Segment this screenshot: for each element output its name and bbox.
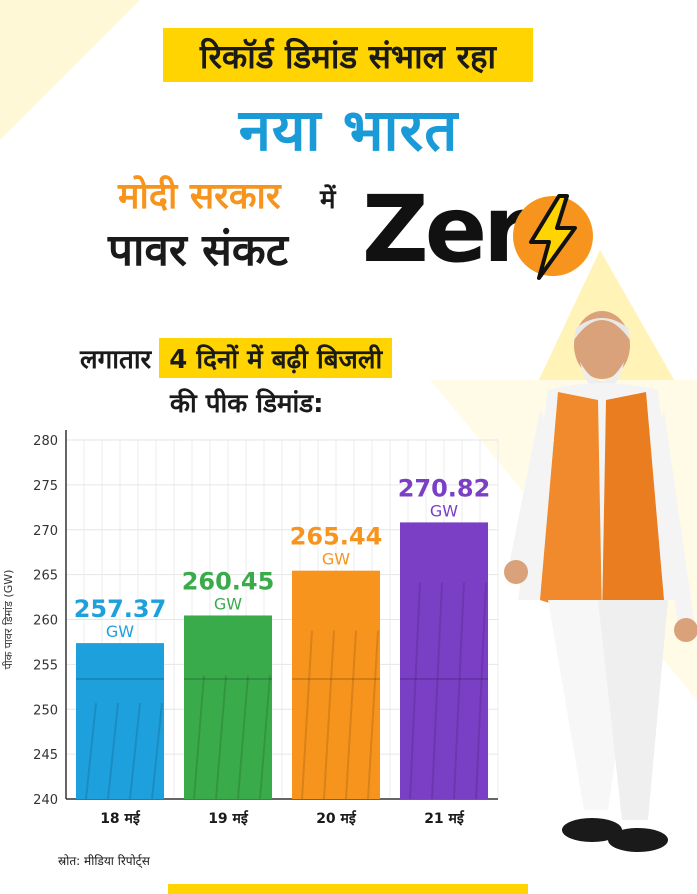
headline-modi: मोदी सरकार [118, 176, 281, 217]
subtitle-line2: की पीक डिमांड: [170, 389, 324, 419]
bar-texture [151, 703, 163, 800]
data-label: 260.45 [182, 567, 275, 595]
subtitle-prefix: लगातार [80, 345, 152, 375]
header-banner: रिकॉर्ड डिमांड संभाल रहा [163, 28, 533, 82]
data-label: 257.37 [74, 595, 167, 623]
bar-texture [259, 675, 271, 800]
bar-texture [129, 703, 141, 800]
bar-texture [215, 675, 227, 800]
headline-mein: में [320, 185, 336, 215]
headline-zero: Zer [362, 176, 528, 283]
y-tick-label: 260 [33, 614, 58, 629]
y-tick-label: 240 [33, 793, 58, 808]
data-label: 270.82 [398, 474, 491, 502]
y-tick-label: 280 [33, 434, 58, 449]
y-tick-label: 270 [33, 524, 58, 539]
headline-pawar: पावर संकट [108, 225, 288, 276]
y-tick-label: 275 [33, 479, 58, 494]
bar-texture [475, 582, 487, 800]
source-note: स्रोत: मीडिया रिपोर्ट्स [58, 854, 150, 868]
bar-texture [345, 630, 357, 800]
x-tick-label: 21 मई [424, 810, 465, 827]
bar-texture [367, 630, 379, 800]
y-tick-label: 255 [33, 658, 58, 673]
person-figure [504, 311, 697, 852]
bottom-bar [168, 884, 528, 894]
data-unit-label: GW [430, 501, 458, 520]
data-unit-label: GW [214, 594, 242, 613]
y-tick-label: 250 [33, 703, 58, 718]
bar-texture [409, 582, 421, 800]
bar-texture [107, 703, 119, 800]
lightning-bolt-icon [505, 188, 601, 284]
bar [292, 570, 380, 799]
bar [184, 615, 272, 799]
y-tick-label: 245 [33, 748, 58, 763]
bar-texture [85, 703, 97, 800]
bar-chart: 240 245 250 255 260 265 270 275 280 पीक पावर डिमा… [2, 430, 499, 827]
data-unit-label: GW [322, 550, 350, 569]
subtitle-line1: लगातार 4 दिनों में बढ़ी बिजली [80, 338, 393, 378]
bar-texture [323, 630, 335, 800]
y-axis-label: पीक पावर डिमांड (GW) [2, 570, 15, 670]
data-label: 265.44 [290, 523, 383, 551]
bar-texture [453, 582, 465, 800]
subtitle-highlight: 4 दिनों में बढ़ी बिजली [159, 338, 393, 378]
data-unit-label: GW [106, 622, 134, 641]
x-tick-label: 19 मई [208, 810, 249, 827]
bar-texture [193, 675, 205, 800]
bar-texture [301, 630, 313, 800]
bar-texture [237, 675, 249, 800]
bar [76, 643, 164, 799]
x-tick-label: 20 मई [316, 810, 357, 827]
page-title: नया भारत [238, 96, 459, 164]
x-tick-label: 18 मई [100, 810, 141, 827]
bar-texture [431, 582, 443, 800]
bar [400, 522, 488, 799]
y-tick-label: 265 [33, 569, 58, 584]
